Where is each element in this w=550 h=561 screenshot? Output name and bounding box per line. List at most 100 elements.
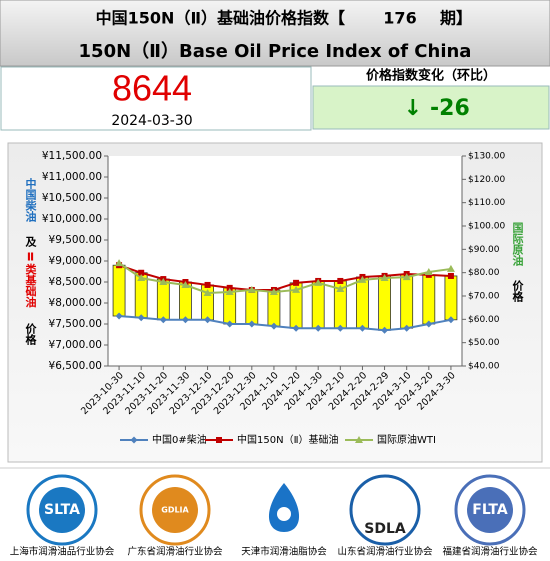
change-label: 价格指数变化（环比） bbox=[366, 68, 496, 84]
y-tick-label: ¥7,000.00 bbox=[49, 339, 102, 351]
index-box bbox=[0, 66, 312, 131]
y-tick-label: ¥6,500.00 bbox=[49, 360, 102, 372]
marker bbox=[247, 285, 256, 293]
y-tick-label: ¥8,500.00 bbox=[49, 276, 102, 288]
legend-label: 中国0#柴油 bbox=[152, 433, 207, 446]
updown-bar bbox=[422, 274, 436, 325]
y-tick-label: ¥11,000.00 bbox=[42, 171, 102, 183]
logo-text: FLTA bbox=[472, 502, 508, 518]
y-axis-title: 价格 bbox=[24, 323, 37, 346]
logo-inner bbox=[152, 487, 198, 533]
marker bbox=[269, 288, 278, 296]
updown-bar bbox=[356, 276, 369, 329]
marker bbox=[137, 274, 146, 282]
marker bbox=[402, 273, 411, 281]
marker bbox=[181, 316, 189, 324]
org-name: 上海市润滑油品行业协会 bbox=[10, 546, 115, 558]
title-suffix: 期】 bbox=[440, 9, 472, 28]
issue-number: 176 bbox=[383, 9, 416, 28]
logo-inner bbox=[362, 487, 408, 533]
y-tick-label: ¥11,500.00 bbox=[42, 150, 102, 162]
marker bbox=[355, 436, 363, 443]
marker bbox=[292, 285, 301, 293]
marker bbox=[336, 285, 345, 292]
y-axis-title: 中国柴油 bbox=[24, 177, 38, 223]
marker bbox=[226, 320, 234, 328]
marker bbox=[381, 326, 389, 334]
marker bbox=[337, 277, 344, 284]
footer: SLTA 上海市润滑油品行业协会 GDLIA 广东省润滑油行业协会 天津市润滑油脂协会 S… bbox=[10, 474, 538, 558]
y2-tick-label: $50.00 bbox=[468, 338, 500, 348]
org-name: 天津市润滑油脂协会 bbox=[241, 546, 327, 558]
plot-area bbox=[108, 156, 462, 366]
updown-bar bbox=[156, 278, 170, 321]
updown-bar bbox=[112, 264, 126, 317]
y2-tick-label: $130.00 bbox=[468, 152, 505, 162]
series-line bbox=[118, 262, 452, 294]
updown-bar bbox=[400, 273, 414, 329]
marker bbox=[447, 272, 454, 279]
marker bbox=[204, 281, 211, 288]
change-box bbox=[312, 85, 550, 130]
marker bbox=[425, 320, 433, 328]
marker bbox=[314, 324, 322, 332]
series-line bbox=[118, 315, 452, 332]
y2-tick-label: $70.00 bbox=[468, 292, 500, 302]
marker bbox=[225, 288, 234, 296]
org-name: 福建省润滑油行业协会 bbox=[442, 546, 538, 558]
org-name: 广东省润滑油行业协会 bbox=[127, 546, 223, 558]
marker bbox=[270, 322, 278, 330]
org-name: 山东省润滑油行业协会 bbox=[337, 546, 433, 558]
marker bbox=[447, 316, 455, 324]
marker bbox=[226, 284, 233, 291]
marker bbox=[204, 316, 212, 324]
marker bbox=[292, 324, 300, 332]
change-value: -26 bbox=[430, 96, 470, 121]
marker bbox=[358, 324, 366, 332]
updown-bar bbox=[444, 275, 458, 321]
marker bbox=[248, 320, 256, 328]
logo-inner bbox=[467, 487, 513, 533]
y2-tick-label: $90.00 bbox=[468, 245, 500, 255]
marker bbox=[403, 324, 411, 332]
marker bbox=[446, 264, 455, 272]
updown-bar bbox=[311, 280, 325, 329]
header bbox=[0, 0, 550, 67]
y2-tick-label: $110.00 bbox=[468, 198, 505, 208]
y-tick-label: ¥9,000.00 bbox=[49, 255, 102, 267]
y-tick-label: ¥10,500.00 bbox=[42, 192, 102, 204]
marker bbox=[424, 267, 433, 275]
marker bbox=[115, 312, 123, 320]
marker bbox=[314, 278, 323, 286]
logo-text: SDLA bbox=[364, 521, 406, 537]
marker bbox=[181, 281, 190, 289]
title-prefix: 中国150N（Ⅱ）基础油价格指数【 bbox=[96, 9, 345, 28]
y-tick-label: ¥9,500.00 bbox=[49, 234, 102, 246]
y2-axis-title: 国际原油 bbox=[511, 222, 524, 267]
y2-tick-label: $120.00 bbox=[468, 175, 505, 185]
index-date: 2024-03-30 bbox=[111, 113, 192, 129]
logo-text: SLTA bbox=[44, 502, 80, 518]
updown-bar bbox=[267, 289, 281, 327]
y-tick-label: ¥8,000.00 bbox=[49, 297, 102, 309]
marker bbox=[203, 288, 212, 296]
y-axis-title: 及 bbox=[24, 236, 37, 248]
y-tick-label: ¥7,500.00 bbox=[49, 318, 102, 330]
updown-bar bbox=[245, 289, 259, 325]
marker bbox=[358, 275, 367, 283]
series-line bbox=[118, 264, 451, 291]
y2-tick-label: $80.00 bbox=[468, 268, 500, 278]
marker bbox=[138, 269, 145, 276]
marker bbox=[293, 279, 300, 286]
y-axis-title: Ⅱ类基础油 bbox=[24, 251, 38, 309]
updown-bar bbox=[378, 275, 391, 331]
logo-text: GDLIA bbox=[161, 506, 189, 515]
marker bbox=[137, 314, 145, 322]
marker bbox=[216, 437, 222, 443]
marker bbox=[115, 259, 124, 267]
marker bbox=[130, 436, 138, 444]
change-arrow: ↓ bbox=[404, 96, 422, 121]
legend-label: 中国150N（Ⅱ）基础油 bbox=[237, 433, 339, 446]
marker bbox=[159, 278, 168, 285]
